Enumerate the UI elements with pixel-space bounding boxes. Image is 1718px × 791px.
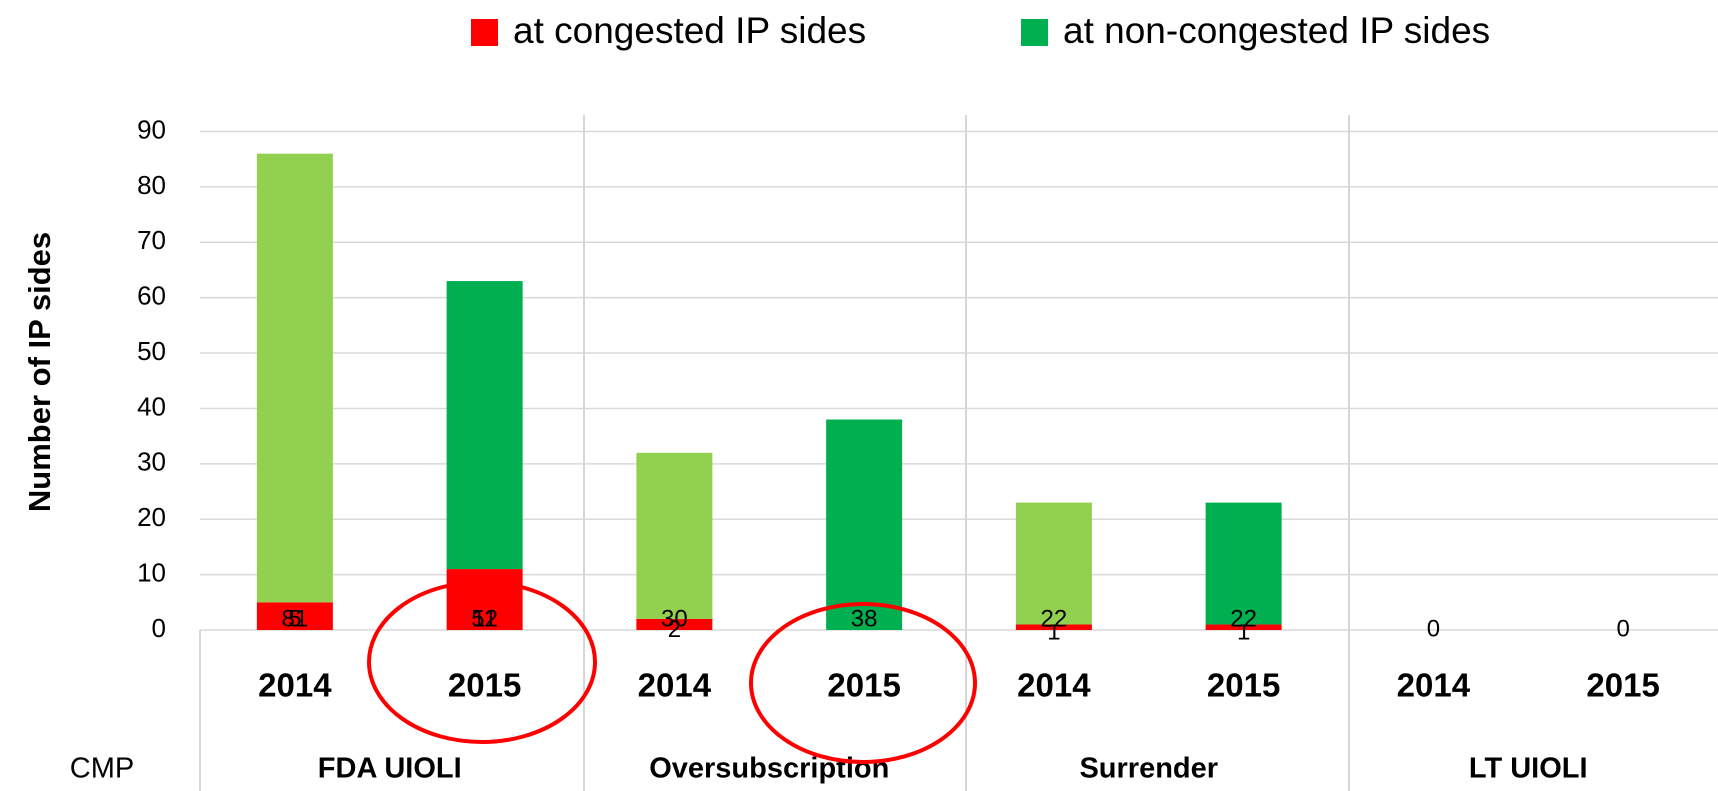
data-label: 52 (471, 605, 498, 632)
legend-label: at congested IP sides (513, 10, 866, 51)
x-tick-label: 2015 (1207, 667, 1280, 704)
data-label: 22 (1230, 605, 1257, 632)
group-label: FDA UIOLI (318, 753, 462, 785)
x-tick-label: 2014 (638, 667, 712, 704)
data-label: 1 (1047, 619, 1060, 646)
data-label: 81 (282, 605, 309, 632)
y-tick-label: 0 (152, 613, 166, 643)
bar-segment (446, 281, 523, 570)
y-tick-label: 40 (137, 391, 166, 421)
x-tick-label: 2015 (1586, 667, 1659, 704)
y-tick-label: 10 (137, 557, 166, 587)
bar-segment (446, 569, 523, 630)
legend-swatch (1021, 19, 1048, 46)
data-label: 0 (1427, 615, 1440, 642)
bar-segment (1205, 624, 1282, 630)
data-label: 38 (851, 605, 878, 632)
data-label: 0 (1616, 615, 1629, 642)
y-tick-label: 50 (137, 336, 166, 366)
x-tick-label: 2014 (1397, 667, 1471, 704)
data-label: 1 (1237, 619, 1250, 646)
highlight-ellipse (367, 580, 597, 744)
group-axis-label: CMP (70, 753, 134, 785)
highlight-ellipse (749, 602, 977, 764)
bar-segment (256, 153, 333, 603)
bar-segment (826, 419, 903, 630)
data-label: 2 (668, 616, 681, 643)
y-tick-label: 90 (137, 114, 166, 144)
bar-segment (1205, 502, 1282, 625)
y-tick-label: 80 (137, 170, 166, 200)
x-tick-label: 2015 (448, 667, 521, 704)
x-tick-label: 2014 (1017, 667, 1091, 704)
legend-swatch (471, 19, 498, 46)
y-tick-label: 60 (137, 281, 166, 311)
bar-segment (1015, 624, 1092, 630)
x-tick-label: 2014 (258, 667, 332, 704)
y-tick-label: 30 (137, 447, 166, 477)
data-label: 30 (661, 605, 688, 632)
group-label: LT UIOLI (1469, 753, 1588, 785)
y-axis-label: Number of IP sides (22, 232, 57, 512)
bar-segment (636, 452, 713, 619)
data-label: 5 (288, 605, 301, 632)
legend-label: at non-congested IP sides (1063, 10, 1490, 51)
y-tick-label: 70 (137, 225, 166, 255)
data-label: 11 (472, 605, 497, 632)
data-label: 22 (1041, 605, 1068, 632)
group-label: Surrender (1079, 753, 1218, 785)
bar-segment (256, 602, 333, 630)
bar-segment (636, 618, 713, 630)
x-tick-label: 2015 (827, 667, 900, 704)
bar-segment (1015, 502, 1092, 625)
group-label: Oversubscription (649, 753, 889, 785)
y-tick-label: 20 (137, 502, 166, 532)
